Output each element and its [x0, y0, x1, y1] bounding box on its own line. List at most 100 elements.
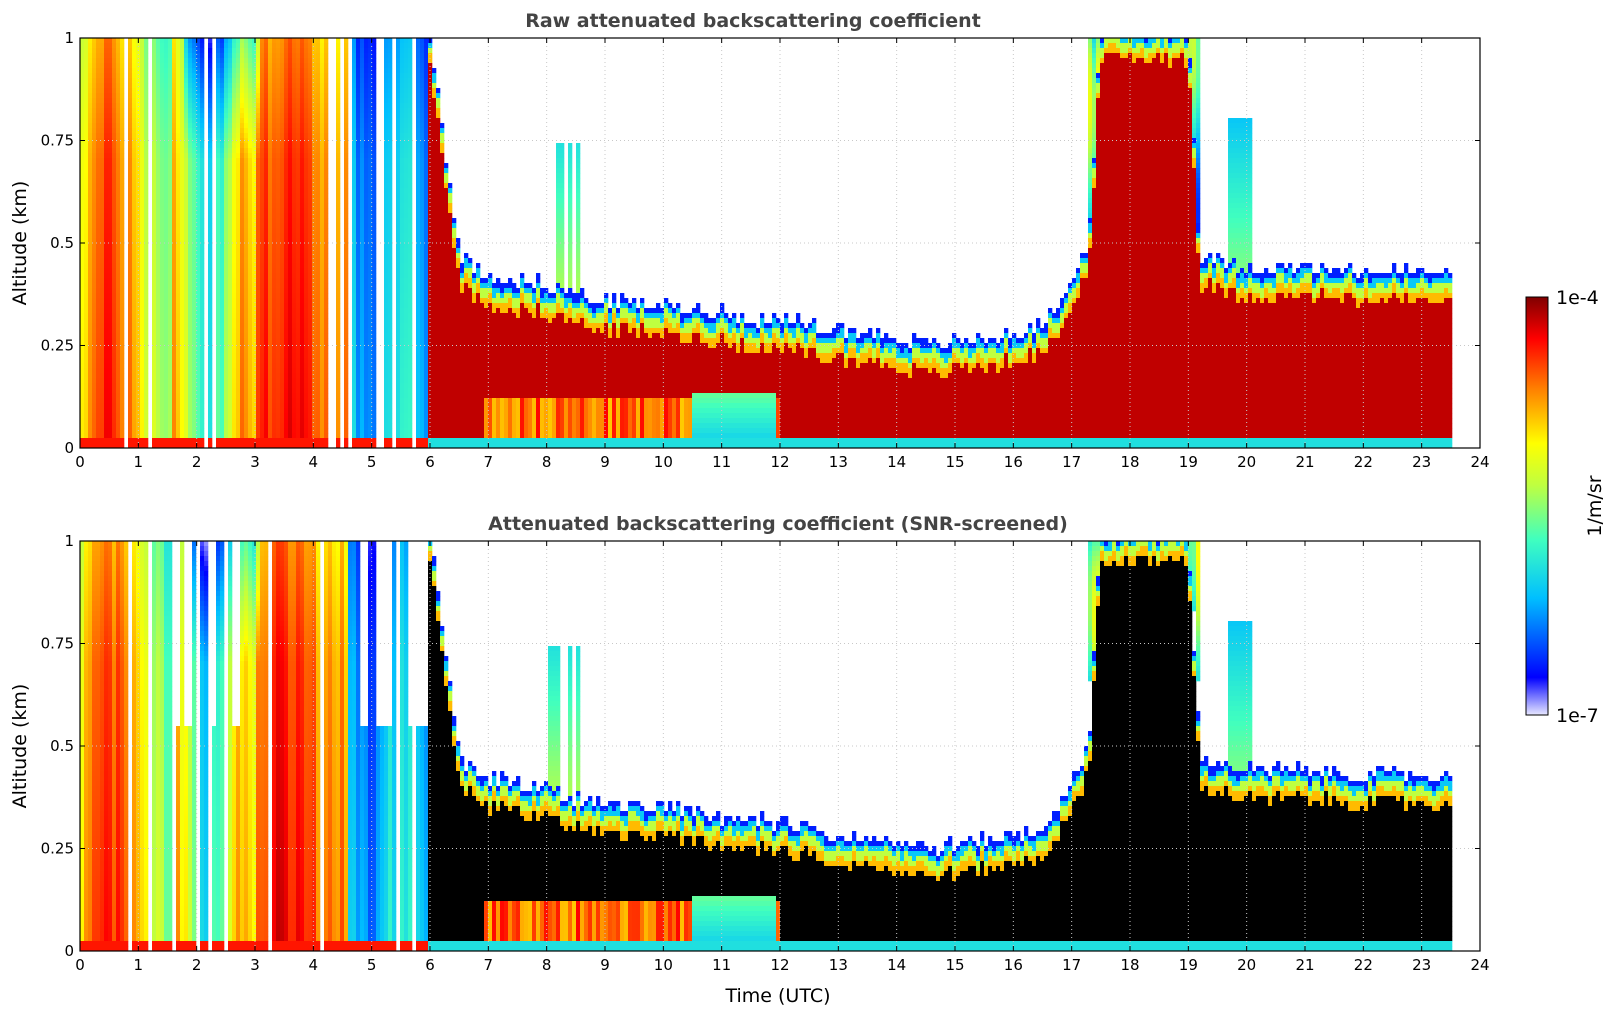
heat-cell [336, 363, 340, 368]
heat-cell [176, 328, 180, 333]
heat-cell [300, 273, 304, 278]
heat-cell [140, 148, 144, 153]
heat-cell [112, 78, 116, 83]
heat-cell [292, 188, 296, 193]
heat-cell [140, 183, 144, 188]
heat-cell [320, 288, 324, 293]
heat-cell [100, 63, 104, 68]
heat-cell [296, 393, 300, 398]
heat-cell [168, 338, 172, 343]
heat-cell [200, 338, 204, 343]
heat-cell [156, 158, 160, 163]
heat-cell [284, 58, 288, 63]
heat-cell [132, 78, 136, 83]
heat-cell [264, 188, 268, 193]
heat-cell [344, 398, 348, 403]
heat-cell [104, 303, 108, 308]
heat-cell [144, 83, 148, 88]
heat-cell [232, 148, 236, 153]
heat-cell [120, 373, 124, 378]
heat-cell [256, 293, 260, 298]
heat-cell [312, 358, 316, 363]
heat-cell [224, 213, 228, 218]
heat-cell [128, 123, 132, 128]
heat-cell [236, 423, 240, 428]
heat-cell [116, 328, 120, 333]
heat-cell [120, 183, 124, 188]
heat-cell [244, 153, 248, 158]
heat-cell [176, 348, 180, 353]
heat-cell [176, 213, 180, 218]
heat-cell [236, 83, 240, 88]
heat-cell [300, 163, 304, 168]
heat-cell [96, 88, 100, 93]
heat-cell [112, 183, 116, 188]
heat-cell [172, 143, 176, 148]
heat-cell [120, 388, 124, 393]
heat-cell [172, 88, 176, 93]
heat-cell [324, 258, 328, 263]
heat-cell [268, 268, 272, 273]
heat-cell [196, 213, 200, 218]
heat-cell [96, 203, 100, 208]
heat-cell [336, 233, 340, 238]
heat-cell [244, 263, 248, 268]
heat-cell [316, 123, 320, 128]
heat-cell [128, 313, 132, 318]
heat-cell [120, 83, 124, 88]
heat-cell [272, 113, 276, 118]
heat-cell [88, 63, 92, 68]
heat-cell [84, 93, 88, 98]
heat-cell [184, 183, 188, 188]
heat-cell [108, 288, 112, 293]
heat-cell [232, 103, 236, 108]
heat-cell [220, 53, 224, 58]
heat-cell [352, 363, 356, 368]
heat-cell [312, 198, 316, 203]
heat-cell [244, 123, 248, 128]
heat-cell [188, 153, 192, 158]
heat-cell [156, 383, 160, 388]
heat-cell [132, 438, 136, 443]
heat-cell [192, 93, 196, 98]
heat-cell [108, 183, 112, 188]
heat-cell [160, 208, 164, 213]
heat-cell [308, 153, 312, 158]
heat-cell [152, 188, 156, 193]
heat-cell [284, 118, 288, 123]
heat-cell [304, 73, 308, 78]
heat-cell [284, 143, 288, 148]
heat-cell [252, 308, 256, 313]
heat-cell [192, 108, 196, 113]
raw-backscatter-panel: Raw attenuated backscattering coefficien… [9, 10, 1490, 471]
heat-cell [216, 203, 220, 208]
heat-cell [228, 213, 232, 218]
heat-cell [308, 308, 312, 313]
heat-cell [216, 328, 220, 333]
heat-cell [168, 398, 172, 403]
heat-cell [152, 363, 156, 368]
heat-cell [324, 108, 328, 113]
heat-cell [292, 233, 296, 238]
heat-cell [280, 248, 284, 253]
heat-cell [188, 68, 192, 73]
heat-cell [320, 258, 324, 263]
heat-cell [232, 303, 236, 308]
heat-cell [164, 263, 168, 268]
heat-cell [280, 153, 284, 158]
heat-cell [144, 158, 148, 163]
heat-cell [84, 223, 88, 228]
heat-cell [184, 123, 188, 128]
heat-cell [280, 223, 284, 228]
heat-cell [120, 268, 124, 273]
heat-cell [80, 233, 84, 238]
heat-cell [220, 283, 224, 288]
heat-cell [316, 303, 320, 308]
heat-cell [208, 318, 212, 323]
heat-cell [292, 113, 296, 118]
heat-cell [140, 383, 144, 388]
heat-cell [92, 148, 96, 153]
heat-cell [112, 233, 116, 238]
heat-cell [144, 353, 148, 358]
heat-cell [296, 363, 300, 368]
